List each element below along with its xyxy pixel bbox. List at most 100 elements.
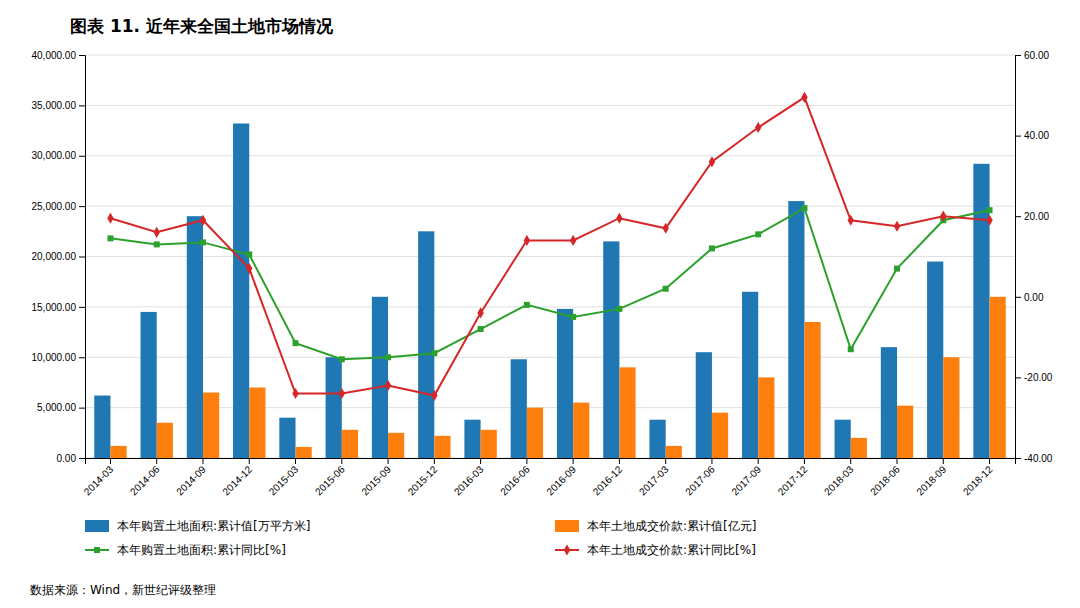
tick-mark [388,458,389,464]
bar [742,292,758,458]
legend-marker [564,544,570,555]
tick: 2014-06 [128,458,162,497]
tick: 0.00 [57,453,85,464]
tick: 2017-12 [776,458,810,497]
tick-mark [758,458,759,464]
tick-label: 2015-03 [267,463,301,497]
axis-line [1016,56,1022,459]
tick-mark [665,458,666,464]
marker [801,92,807,103]
marker [339,356,345,362]
grid [85,55,1015,458]
bar [434,436,450,458]
legend-item: 本年购置土地面积:累计值[万平方米] [85,519,310,533]
tick-mark [1015,297,1021,298]
tick: 2016-03 [452,458,486,497]
tick-label: 2017-09 [729,463,763,497]
legend-label: 本年购置土地面积:累计同比[%] [117,543,286,557]
title: 图表 11. 近年来全国土地市场情况 [70,16,334,36]
tick: 2014-03 [82,458,116,497]
tick-mark [79,257,85,258]
bar [758,377,774,458]
tick: 60.00 [1015,50,1049,61]
bar [927,262,943,458]
bar [326,357,342,458]
bar [481,430,497,458]
tick-label: 2014-03 [82,463,116,497]
tick-label: 15,000.00 [32,302,77,313]
axis: -40.00-20.000.0020.0040.0060.00 [1015,50,1053,464]
bar [187,216,203,458]
grid-line [85,407,1015,408]
tick: 2015-06 [313,458,347,497]
legend-item: 本年土地成交价款:累计同比[%] [555,543,756,557]
marker [755,122,761,133]
tick-label: 10,000.00 [32,352,77,363]
tick: 20,000.00 [32,251,86,262]
marker [662,223,668,234]
tick: 2017-03 [637,458,671,497]
bar-series [94,124,989,458]
bar [804,322,820,458]
tick-mark [79,307,85,308]
tick: 5,000.00 [37,402,85,413]
bar [233,124,249,458]
tick-mark [79,357,85,358]
marker [894,266,900,272]
tick-label: 2014-09 [174,463,208,497]
tick-mark [1015,458,1021,459]
bar [696,352,712,458]
line [110,97,989,395]
tick-label: 2018-12 [961,463,995,497]
tick-label: 2018-06 [868,463,902,497]
bar [851,438,867,458]
tick: 2015-03 [267,458,301,497]
bar [418,231,434,458]
marker [107,213,113,224]
marker [848,215,854,226]
bar [249,387,265,458]
tick: 2015-12 [406,458,440,497]
tick-mark [79,156,85,157]
bar [649,420,665,458]
tick-label: 2018-03 [822,463,856,497]
bar [603,241,619,458]
tick-label: 0.00 [57,453,77,464]
tick: 25,000.00 [32,201,86,212]
tick-mark [434,458,435,464]
legend-item: 本年购置土地面积:累计同比[%] [85,543,286,557]
tick-mark [249,458,250,464]
marker [431,390,437,401]
tick-mark [110,458,111,464]
marker [709,245,715,251]
tick: 2015-09 [359,458,393,497]
marker [246,251,252,257]
grid-line [85,256,1015,257]
bar [388,433,404,458]
tick-label: 2016-03 [452,463,486,497]
marker [153,227,159,238]
bar [835,420,851,458]
tick-mark [79,105,85,106]
bar [527,408,543,458]
grid-line [85,155,1015,156]
bar-series [110,297,1005,458]
marker [616,213,622,224]
bar [943,357,959,458]
marker [894,221,900,232]
marker [477,307,483,318]
tick-mark [1015,55,1021,56]
axis: 2014-032014-062014-092014-122015-032015-… [82,458,1016,497]
marker [848,346,854,352]
tick-mark [79,408,85,409]
tick: -20.00 [1015,372,1053,383]
tick: 40,000.00 [32,50,86,61]
grid-line [85,55,1015,56]
tick-mark [1015,136,1021,137]
bar [464,420,480,458]
tick-mark [804,458,805,464]
tick-mark [202,458,203,464]
bar [990,297,1006,458]
tick: 20.00 [1015,211,1049,222]
marker [755,231,761,237]
